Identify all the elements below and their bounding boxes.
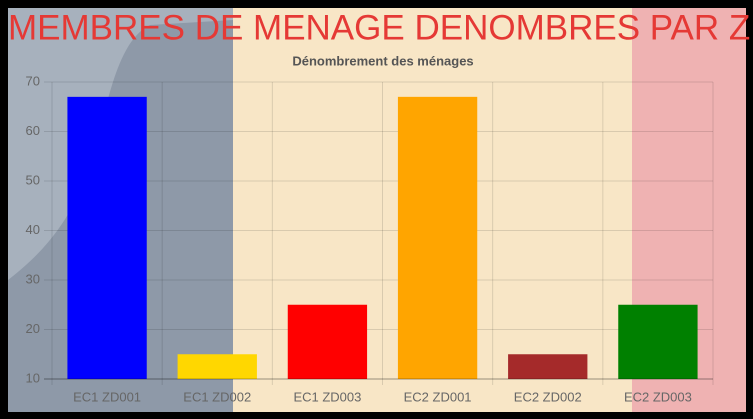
y-tick-label: 50 bbox=[26, 172, 40, 187]
x-tick-label: EC1 ZD001 bbox=[73, 389, 141, 404]
bar bbox=[508, 354, 587, 379]
y-tick-label: 10 bbox=[26, 370, 40, 385]
page-heading: MEMBRES DE MENAGE DENOMBRES PAR ZD bbox=[8, 8, 753, 47]
x-tick-label: EC2 ZD002 bbox=[514, 389, 582, 404]
x-tick-label: EC1 ZD002 bbox=[183, 389, 251, 404]
bar bbox=[618, 305, 697, 379]
y-tick-label: 20 bbox=[26, 321, 40, 336]
chart-title: Dénombrement des ménages bbox=[292, 53, 473, 68]
bar bbox=[398, 97, 477, 379]
y-tick-label: 70 bbox=[26, 73, 40, 88]
bar bbox=[67, 97, 146, 379]
screen: MEMBRES DE MENAGE DENOMBRES PAR ZD Dénom… bbox=[0, 0, 753, 419]
bar bbox=[178, 354, 257, 379]
y-tick-label: 60 bbox=[26, 123, 40, 138]
y-tick-label: 40 bbox=[26, 222, 40, 237]
x-tick-label: EC2 ZD003 bbox=[624, 389, 692, 404]
x-tick-label: EC1 ZD003 bbox=[293, 389, 361, 404]
y-tick-label: 30 bbox=[26, 271, 40, 286]
page: MEMBRES DE MENAGE DENOMBRES PAR ZD Dénom… bbox=[0, 0, 753, 419]
x-tick-label: EC2 ZD001 bbox=[404, 389, 472, 404]
bar bbox=[288, 305, 367, 379]
